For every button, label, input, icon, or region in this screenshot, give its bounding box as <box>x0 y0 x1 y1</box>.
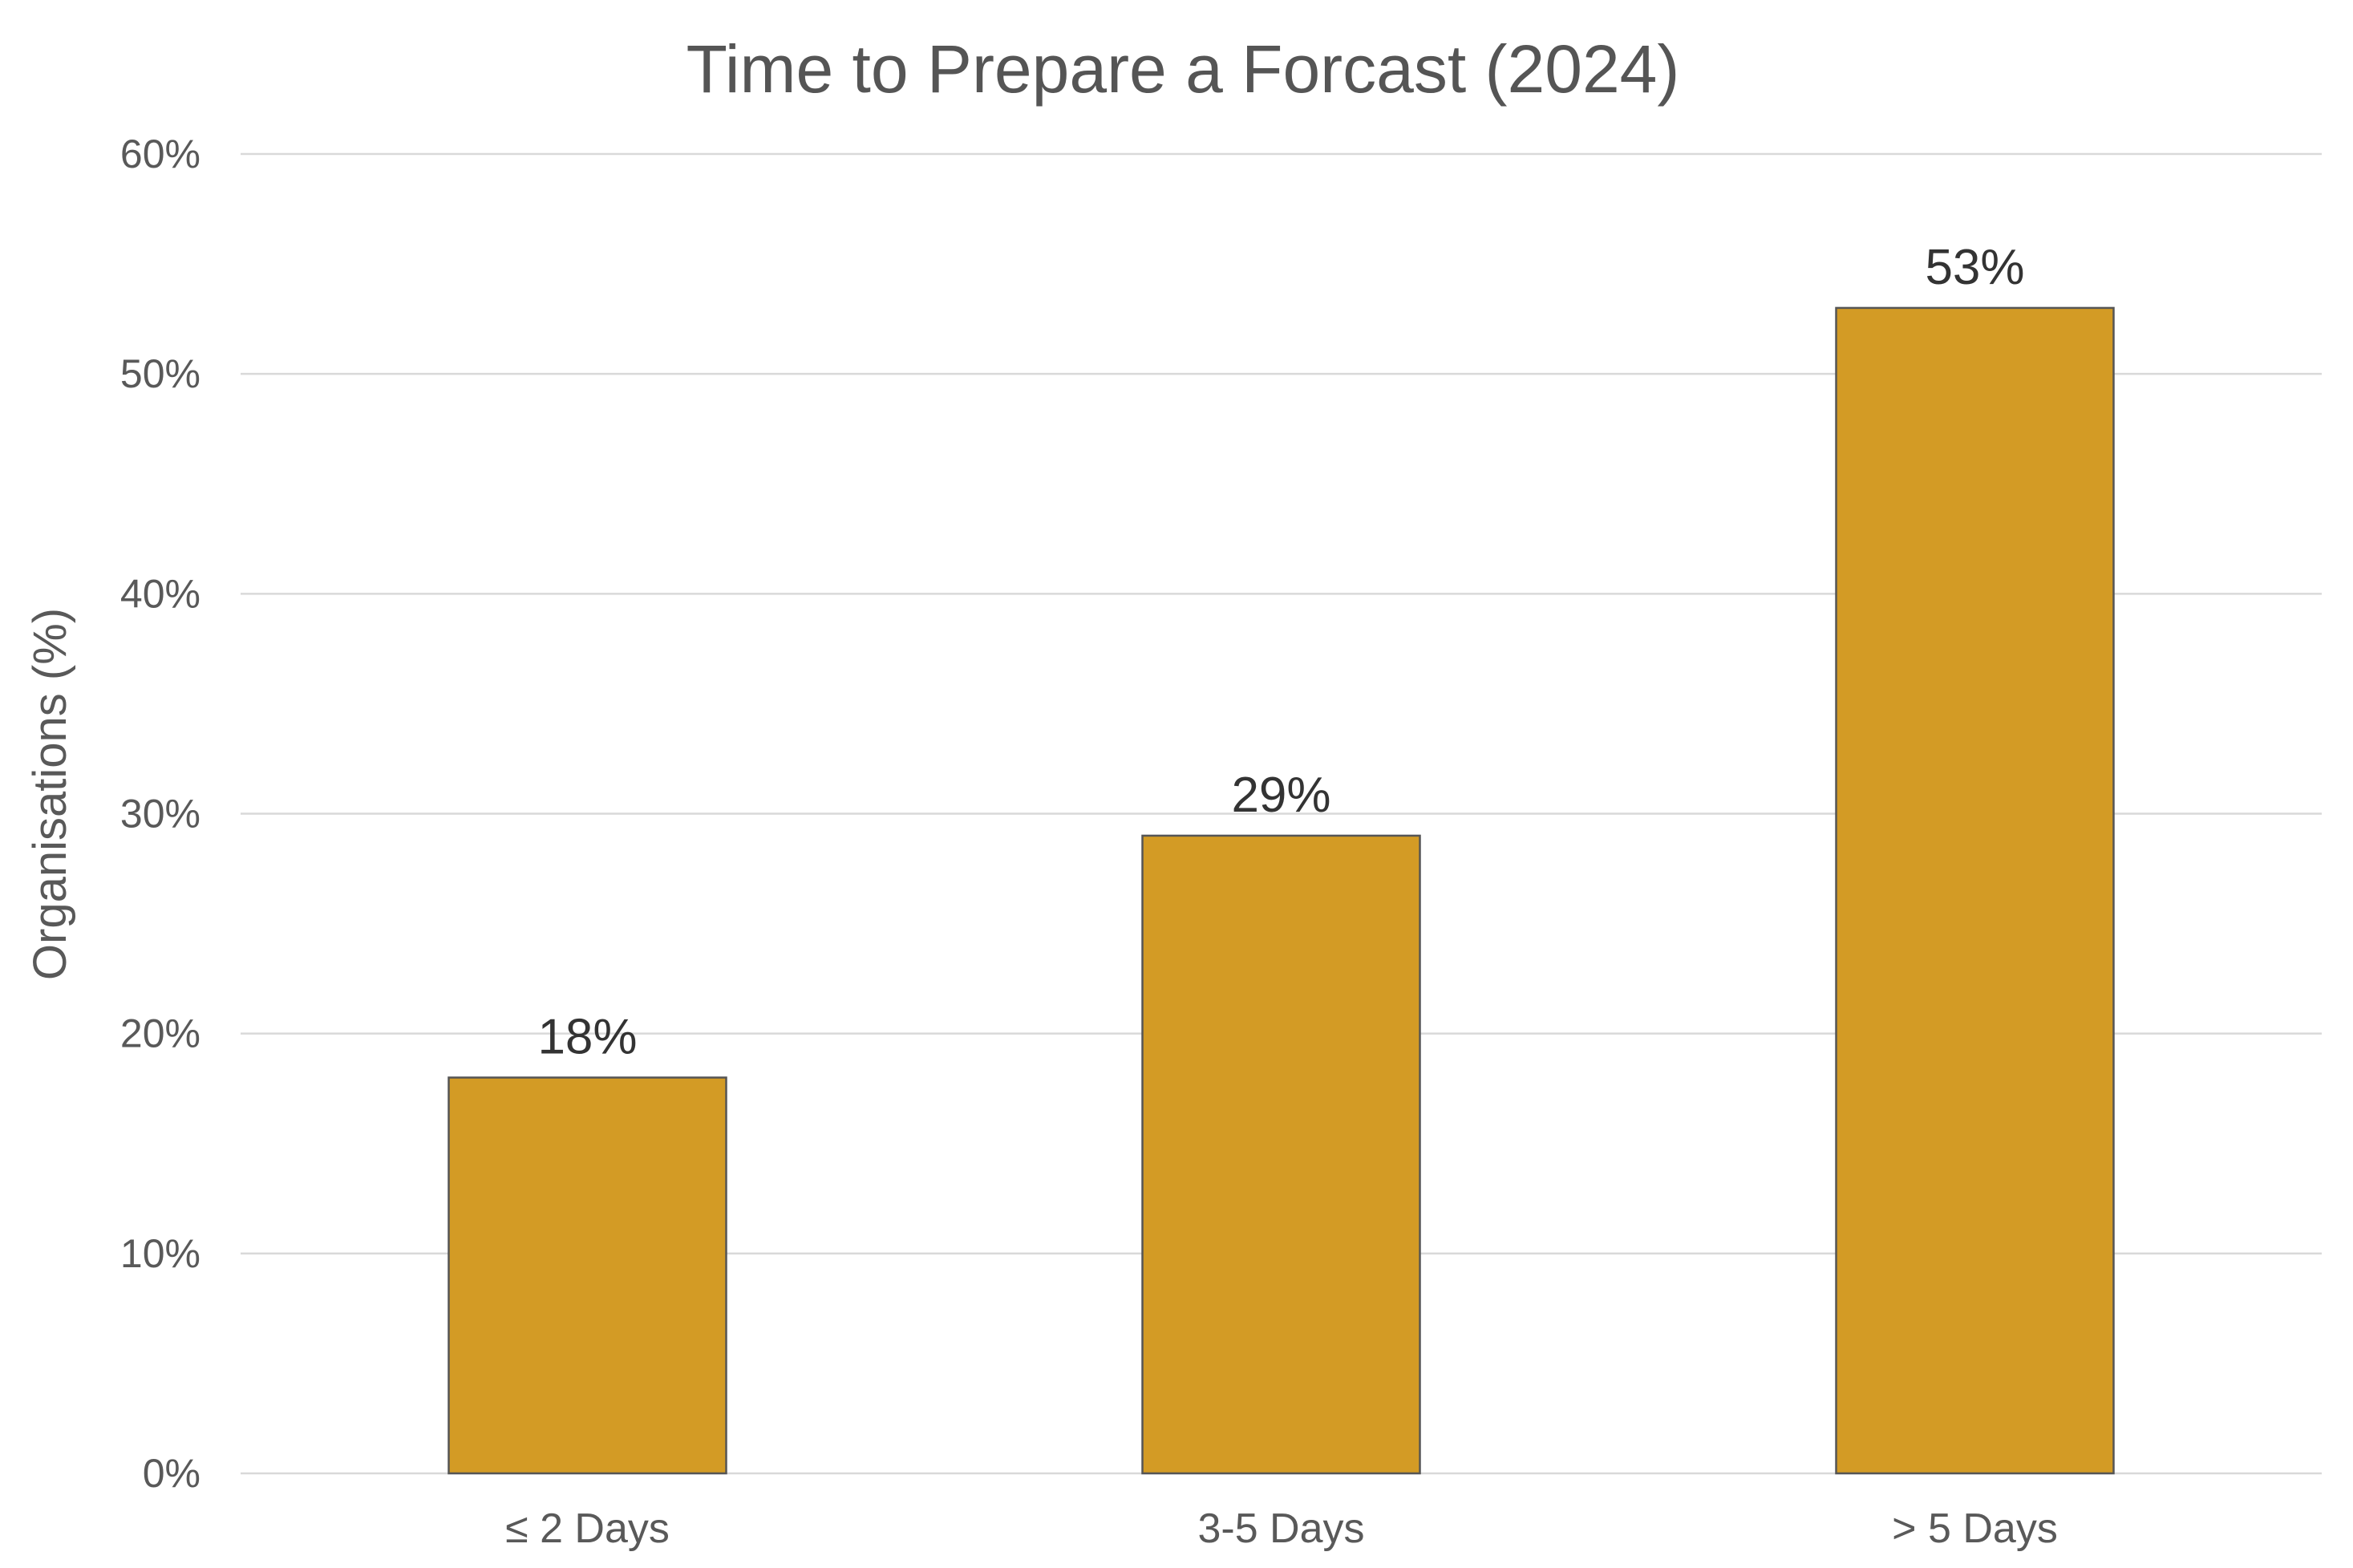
bar <box>1141 834 1421 1475</box>
x-tick-label: > 5 Days <box>1892 1505 2058 1552</box>
y-tick-label: 20% <box>120 1011 200 1056</box>
y-axis-ticks: 0% 10% 20% 30% 40% 50% 60% <box>120 132 200 1496</box>
x-tick-label: ≤ 2 Days <box>505 1505 670 1552</box>
data-label: 53% <box>1925 240 2024 295</box>
y-tick-label: 10% <box>120 1231 200 1276</box>
bar <box>1835 306 2115 1475</box>
y-tick-label: 40% <box>120 571 200 616</box>
y-tick-label: 0% <box>143 1451 200 1496</box>
y-tick-label: 60% <box>120 132 200 176</box>
chart-title: Time to Prepare a Forcast (2024) <box>686 31 1680 107</box>
data-label: 29% <box>1231 768 1330 823</box>
x-tick-label: 3-5 Days <box>1197 1505 1364 1552</box>
bar <box>448 1076 727 1475</box>
x-axis-ticks: ≤ 2 Days 3-5 Days > 5 Days <box>505 1505 2058 1552</box>
y-axis-title: Organisations (%) <box>24 608 76 980</box>
data-labels: 18% 29% 53% <box>537 240 2024 1065</box>
bars <box>448 306 2115 1475</box>
y-tick-label: 30% <box>120 792 200 837</box>
data-label: 18% <box>537 1010 637 1065</box>
y-tick-label: 50% <box>120 351 200 396</box>
